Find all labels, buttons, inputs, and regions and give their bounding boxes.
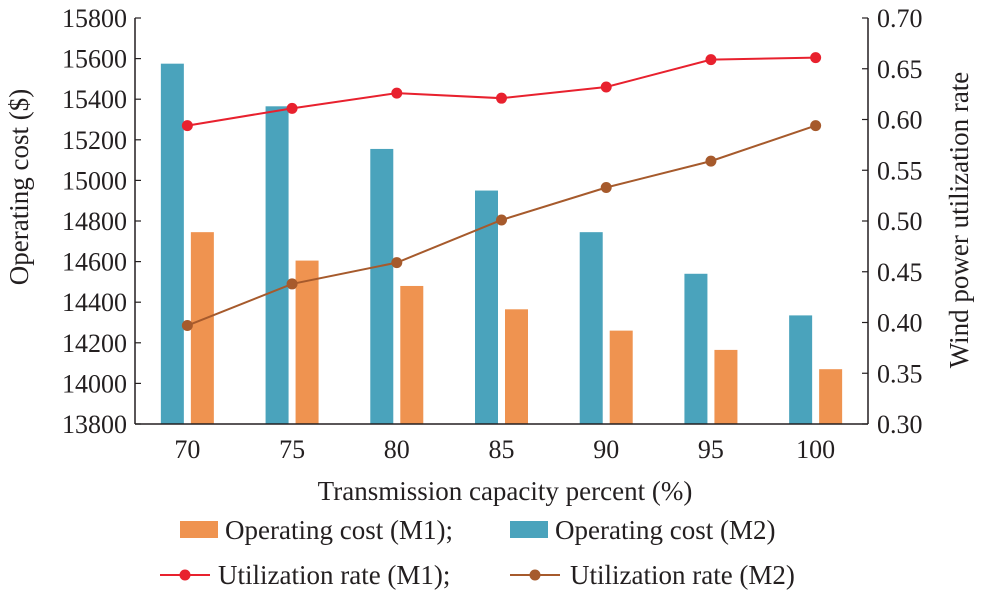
left-tick-label-14200: 14200 [62, 329, 127, 358]
right-tick-label-0.65: 0.65 [877, 55, 923, 84]
point-utilization-m2-95 [705, 155, 717, 167]
x-axis-title: Transmission capacity percent (%) [318, 476, 693, 506]
legend-label-utilization-m1: Utilization rate (M1); [218, 560, 450, 590]
point-utilization-m1-95 [705, 54, 717, 66]
left-tick-label-15800: 15800 [62, 4, 127, 33]
x-tick-label-90: 90 [593, 435, 619, 464]
bar-m2-75 [265, 106, 289, 425]
right-tick-label-0.50: 0.50 [877, 207, 923, 236]
lines-layer [181, 52, 822, 332]
point-utilization-m1-75 [286, 102, 298, 114]
bar-m2-100 [789, 315, 813, 424]
x-tick-label-75: 75 [279, 435, 305, 464]
legend-marker-utilization-m1 [179, 569, 191, 581]
left-tick-label-15400: 15400 [62, 85, 127, 114]
bar-m1-90 [609, 330, 633, 424]
point-utilization-m2-100 [810, 120, 822, 132]
left-tick-label-14000: 14000 [62, 369, 127, 398]
right-y-axis-title: Wind power utilization rate [944, 72, 974, 369]
left-y-axis-title: Operating cost ($) [4, 89, 34, 285]
right-tick-label-0.70: 0.70 [877, 4, 923, 33]
point-utilization-m2-90 [600, 182, 612, 194]
point-utilization-m1-80 [391, 87, 403, 99]
right-tick-label-0.30: 0.30 [877, 410, 923, 439]
point-utilization-m1-90 [600, 81, 612, 93]
x-tick-label-70: 70 [174, 435, 200, 464]
left-tick-label-15600: 15600 [62, 45, 127, 74]
right-tick-label-0.35: 0.35 [877, 359, 923, 388]
point-utilization-m2-80 [391, 257, 403, 269]
bar-m2-90 [579, 232, 603, 424]
bars-layer [160, 63, 843, 425]
bar-m1-70 [190, 232, 214, 424]
legend-marker-utilization-m2 [529, 569, 541, 581]
point-utilization-m1-70 [181, 120, 193, 132]
bar-m1-80 [400, 285, 424, 424]
left-tick-label-15200: 15200 [62, 126, 127, 155]
bar-m2-95 [684, 273, 708, 424]
left-tick-label-15000: 15000 [62, 166, 127, 195]
bar-m1-100 [819, 369, 843, 424]
right-tick-label-0.45: 0.45 [877, 258, 923, 287]
bar-m1-75 [295, 260, 319, 424]
right-tick-label-0.60: 0.60 [877, 106, 923, 135]
right-tick-label-0.40: 0.40 [877, 309, 923, 338]
left-tick-label-14400: 14400 [62, 288, 127, 317]
point-utilization-m2-70 [181, 320, 193, 332]
left-tick-label-14800: 14800 [62, 207, 127, 236]
bar-m1-85 [505, 309, 528, 424]
x-tick-label-100: 100 [796, 435, 835, 464]
point-utilization-m1-100 [810, 52, 822, 64]
bar-m1-95 [714, 349, 738, 424]
x-tick-label-95: 95 [698, 435, 724, 464]
bar-m2-80 [370, 148, 394, 424]
legend-label-operating-cost-m2: Operating cost (M2) [555, 515, 775, 545]
legend-label-operating-cost-m1: Operating cost (M1); [225, 515, 453, 545]
legend-swatch-operating-cost-m2 [510, 521, 548, 538]
point-utilization-m2-75 [286, 278, 298, 290]
legend-swatch-operating-cost-m1 [180, 521, 218, 538]
legend-label-utilization-m2: Utilization rate (M2) [570, 560, 795, 590]
right-tick-label-0.55: 0.55 [877, 156, 923, 185]
left-tick-label-14600: 14600 [62, 248, 127, 277]
x-tick-label-85: 85 [489, 435, 515, 464]
legend: Operating cost (M1); Operating cost (M2)… [160, 515, 795, 590]
bar-m2-85 [475, 190, 498, 424]
point-utilization-m1-85 [496, 92, 507, 104]
point-utilization-m2-85 [496, 214, 507, 226]
bar-m2-70 [160, 63, 184, 425]
left-tick-label-13800: 13800 [62, 410, 127, 439]
x-tick-label-80: 80 [384, 435, 410, 464]
axes-layer: 13800 14000 14200 14400 14600 14800 15000 15200… [62, 4, 923, 464]
